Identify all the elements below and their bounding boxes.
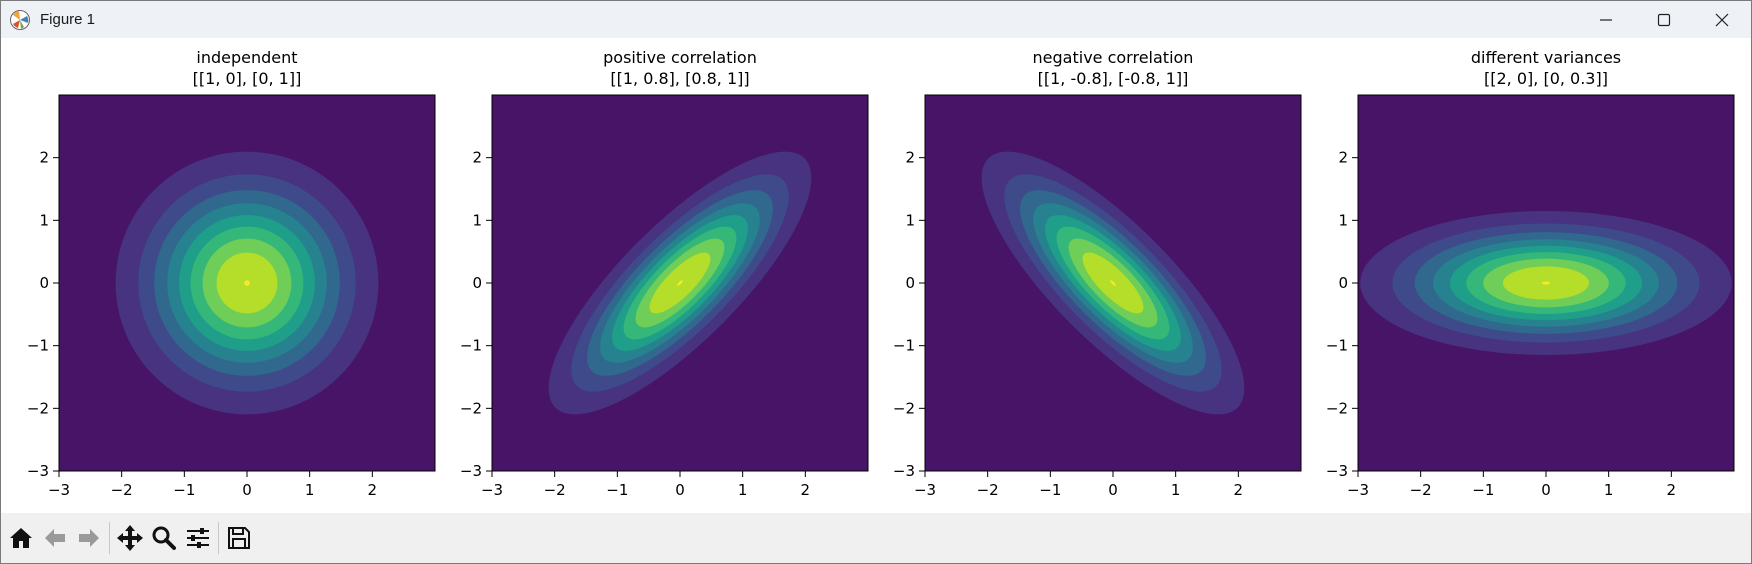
y-tick-label: −1 xyxy=(460,337,482,355)
x-tick-label: 0 xyxy=(242,481,252,499)
navigation-toolbar xyxy=(1,513,1751,563)
x-tick-label: 1 xyxy=(1604,481,1614,499)
subplot-title: negative correlation xyxy=(1033,48,1194,67)
y-tick-label: −2 xyxy=(1326,399,1348,417)
y-tick-label: 0 xyxy=(1338,274,1348,292)
y-tick-label: −2 xyxy=(460,399,482,417)
y-tick-label: 2 xyxy=(39,149,49,167)
forward-button[interactable] xyxy=(72,521,106,555)
y-tick-label: 2 xyxy=(1338,149,1348,167)
y-tick-label: 1 xyxy=(905,211,915,229)
x-tick-label: −1 xyxy=(1472,481,1494,499)
x-tick-label: −2 xyxy=(977,481,999,499)
floppy-disk-icon xyxy=(228,527,250,549)
y-tick-label: −1 xyxy=(1326,337,1348,355)
x-tick-label: −1 xyxy=(173,481,195,499)
toolbar-separator xyxy=(109,522,110,554)
y-tick-label: −2 xyxy=(893,399,915,417)
move-icon xyxy=(117,525,143,551)
y-tick-label: −3 xyxy=(27,462,49,480)
x-tick-label: −3 xyxy=(48,481,70,499)
sliders-icon xyxy=(187,528,209,548)
magnifier-icon xyxy=(152,526,176,550)
close-button[interactable] xyxy=(1693,1,1751,38)
configure-subplots-button[interactable] xyxy=(181,521,215,555)
close-icon xyxy=(1715,13,1729,26)
zoom-button[interactable] xyxy=(147,521,181,555)
arrow-left-icon xyxy=(45,529,65,547)
y-tick-label: 2 xyxy=(472,149,482,167)
subplot-matrix-label: [[1, 0], [0, 1]] xyxy=(193,69,302,88)
subplot-matrix-label: [[1, -0.8], [-0.8, 1]] xyxy=(1038,69,1189,88)
y-tick-label: −3 xyxy=(1326,462,1348,480)
subplot-3: negative correlation [[1, -0.8], [-0.8, 1… xyxy=(893,48,1302,499)
x-tick-label: 1 xyxy=(738,481,748,499)
save-button[interactable] xyxy=(222,521,256,555)
subplot-title: positive correlation xyxy=(603,48,757,67)
x-tick-label: −2 xyxy=(544,481,566,499)
subplot-1: independent [[1, 0], [0, 1]] −3 −2 −1 0 1 2 −3 −2… xyxy=(27,48,436,499)
minimize-button[interactable] xyxy=(1577,1,1635,38)
x-tick-label: −3 xyxy=(1347,481,1369,499)
y-tick-label: −1 xyxy=(893,337,915,355)
y-tick-label: 1 xyxy=(1338,211,1348,229)
x-tick-label: −2 xyxy=(1410,481,1432,499)
y-tick-label: 0 xyxy=(905,274,915,292)
subplot-title: independent xyxy=(196,48,297,67)
x-tick-label: 1 xyxy=(1171,481,1181,499)
subplot-title: different variances xyxy=(1471,48,1621,67)
maximize-button[interactable] xyxy=(1635,1,1693,38)
x-tick-label: −1 xyxy=(606,481,628,499)
arrow-right-icon xyxy=(79,529,99,547)
toolbar-separator xyxy=(218,522,219,554)
x-tick-label: 2 xyxy=(1667,481,1677,499)
title-bar[interactable]: Figure 1 xyxy=(1,1,1751,38)
y-tick-label: 0 xyxy=(472,274,482,292)
x-tick-label: 0 xyxy=(1108,481,1118,499)
subplot-2: positive correlation [[1, 0.8], [0.8, 1]]… xyxy=(460,48,869,499)
subplot-4: different variances[[2, 0], [0, 0.3]]−3−… xyxy=(1326,48,1735,499)
minimize-icon xyxy=(1600,18,1612,21)
y-tick-label: −3 xyxy=(460,462,482,480)
x-tick-label: −2 xyxy=(111,481,133,499)
y-tick-label: −2 xyxy=(27,399,49,417)
x-tick-label: 0 xyxy=(675,481,685,499)
contour-level-9 xyxy=(1110,280,1116,286)
x-tick-label: 2 xyxy=(1234,481,1244,499)
y-tick-label: 1 xyxy=(472,211,482,229)
subplot-matrix-label: [[1, 0.8], [0.8, 1]] xyxy=(610,69,749,88)
figure-svg: independent [[1, 0], [0, 1]] −3 −2 −1 0 1 2 −3 −2… xyxy=(27,48,1735,499)
x-tick-label: 2 xyxy=(368,481,378,499)
x-tick-label: 0 xyxy=(1541,481,1551,499)
figure-canvas[interactable]: independent [[1, 0], [0, 1]] −3 −2 −1 0 1 2 −3 −2… xyxy=(1,38,1751,513)
x-tick-label: 2 xyxy=(801,481,811,499)
y-tick-label: 1 xyxy=(39,211,49,229)
x-tick-label: −1 xyxy=(1039,481,1061,499)
window-title: Figure 1 xyxy=(40,11,96,28)
pan-button[interactable] xyxy=(113,521,147,555)
back-button[interactable] xyxy=(38,521,72,555)
x-tick-label: 1 xyxy=(305,481,315,499)
x-tick-label: −3 xyxy=(481,481,503,499)
y-tick-label: −1 xyxy=(27,337,49,355)
y-tick-label: 0 xyxy=(39,274,49,292)
matplotlib-logo-icon xyxy=(10,9,30,30)
y-tick-label: −3 xyxy=(893,462,915,480)
contour-level-9 xyxy=(1542,281,1550,285)
window-controls xyxy=(1577,1,1751,38)
y-tick-label: 2 xyxy=(905,149,915,167)
contour-level-9 xyxy=(244,280,250,286)
home-icon xyxy=(10,528,32,548)
x-tick-label: −3 xyxy=(914,481,936,499)
maximize-icon xyxy=(1657,13,1671,26)
subplot-matrix-label: [[2, 0], [0, 0.3]] xyxy=(1484,69,1608,88)
contour-level-9 xyxy=(677,280,683,286)
home-button[interactable] xyxy=(4,521,38,555)
